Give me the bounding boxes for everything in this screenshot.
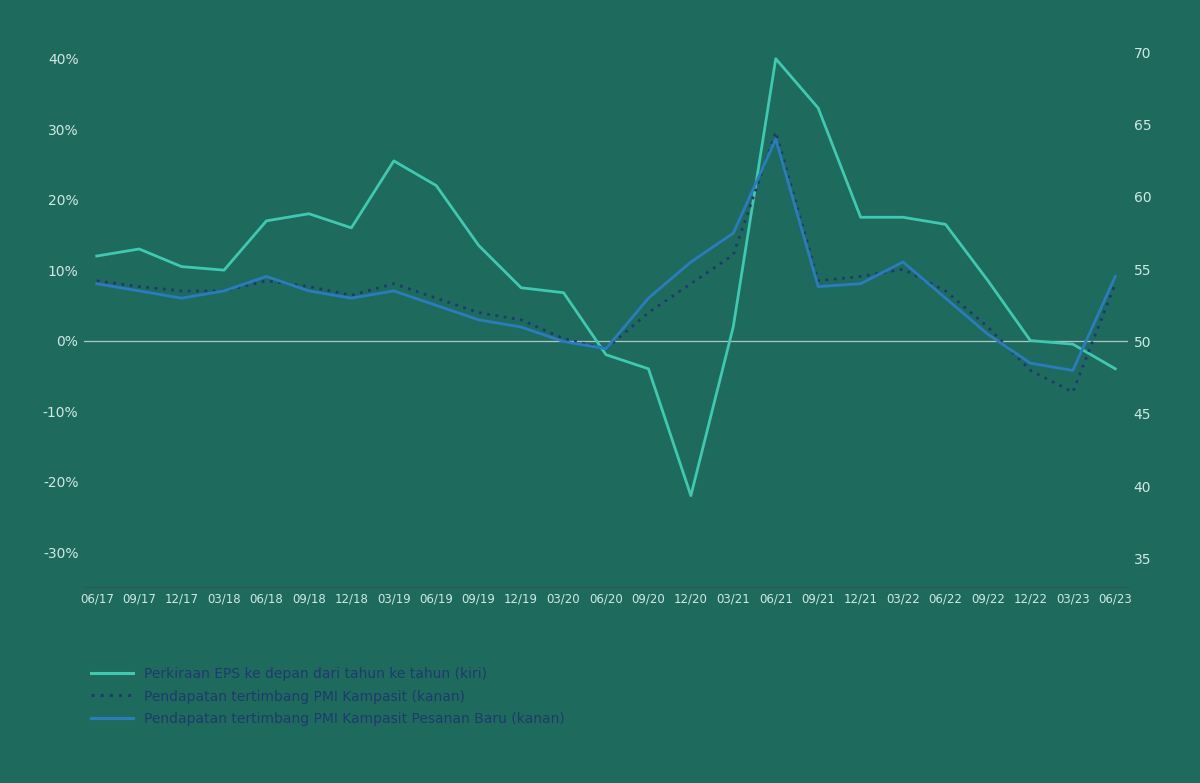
Legend: Perkiraan EPS ke depan dari tahun ke tahun (kiri), Pendapatan tertimbang PMI Kam: Perkiraan EPS ke depan dari tahun ke tah… [91, 667, 564, 726]
